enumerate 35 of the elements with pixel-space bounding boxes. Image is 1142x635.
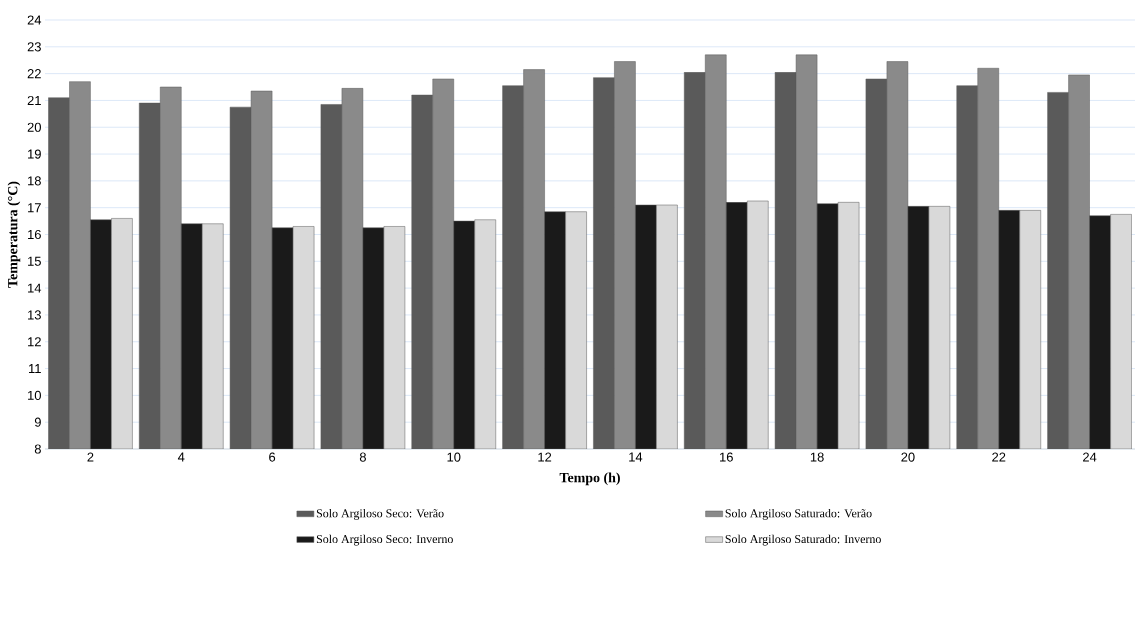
y-tick-label: 9 bbox=[34, 417, 41, 427]
y-tick-label: 24 bbox=[27, 15, 42, 25]
x-tick-label: 4 bbox=[177, 452, 185, 462]
y-tick-label: 10 bbox=[28, 390, 41, 400]
x-tick-label: 8 bbox=[359, 452, 366, 462]
x-axis-title: Tempo (h) bbox=[559, 472, 620, 486]
x-tick-label: 18 bbox=[810, 452, 824, 462]
y-tick-label: 18 bbox=[28, 176, 41, 186]
x-tick-label: 6 bbox=[269, 452, 276, 462]
y-axis-title: Temperatura (°C) bbox=[7, 181, 21, 288]
y-tick-label: 8 bbox=[34, 444, 41, 454]
y-tick-label: 20 bbox=[27, 122, 41, 132]
x-tick-label: 16 bbox=[720, 452, 733, 462]
x-tick-label: 10 bbox=[447, 452, 461, 462]
x-tick-label: 2 bbox=[87, 452, 94, 462]
x-tick-label: 22 bbox=[992, 452, 1006, 462]
y-tick-label: 23 bbox=[27, 42, 41, 52]
x-tick-label: 12 bbox=[538, 452, 552, 462]
legend-label: Solo Argiloso Seco: Verão bbox=[316, 508, 444, 520]
legend-label: Solo Argiloso Seco: Inverno bbox=[316, 534, 453, 546]
y-tick-label: 11 bbox=[29, 364, 41, 374]
legend-label: Solo Argiloso Saturado: Inverno bbox=[725, 534, 881, 546]
y-tick-label: 17 bbox=[28, 203, 41, 213]
y-tick-label: 21 bbox=[27, 95, 41, 105]
x-tick-label: 14 bbox=[629, 452, 643, 462]
x-tick-label: 24 bbox=[1083, 452, 1097, 462]
y-tick-label: 16 bbox=[28, 229, 41, 240]
y-tick-label: 14 bbox=[28, 283, 42, 293]
y-tick-label: 15 bbox=[28, 256, 41, 266]
y-tick-label: 12 bbox=[28, 337, 41, 347]
y-tick-label: 19 bbox=[28, 149, 41, 159]
y-tick-label: 13 bbox=[28, 310, 41, 320]
y-tick-label: 22 bbox=[27, 69, 41, 79]
x-tick-label: 20 bbox=[901, 452, 915, 462]
legend-label: Solo Argiloso Saturado: Verão bbox=[725, 508, 872, 520]
